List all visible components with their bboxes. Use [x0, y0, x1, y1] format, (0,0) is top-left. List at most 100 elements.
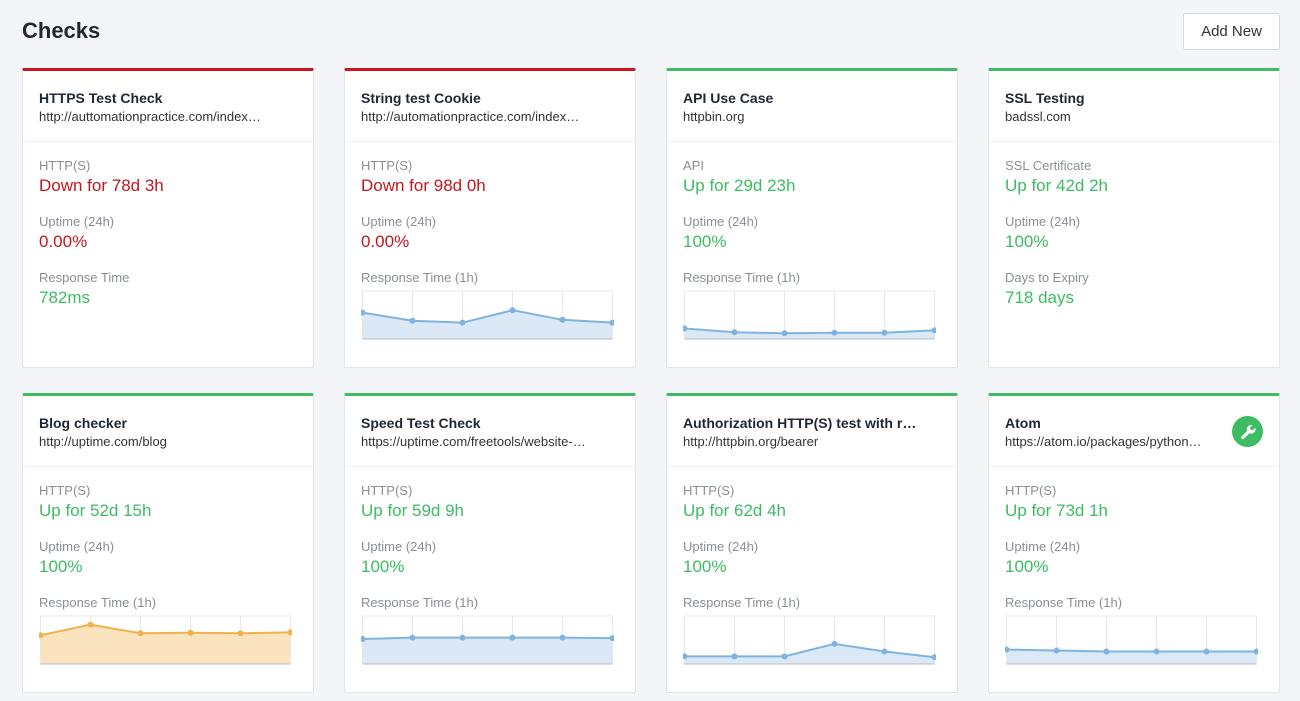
check-type-label: SSL Certificate — [1005, 158, 1092, 173]
check-url: httpbin.org — [683, 109, 745, 124]
check-name[interactable]: Authorization HTTP(S) test with regex — [683, 415, 923, 431]
response-time-chart — [39, 615, 292, 665]
uptime-label: Uptime (24h) — [1005, 539, 1081, 554]
chart-series-line — [1006, 648, 1257, 653]
maintenance-wrench-icon[interactable] — [1232, 416, 1263, 447]
uptime-label: Uptime (24h) — [39, 214, 115, 229]
card-body: SSL Certificate Up for 42d 2h Uptime (24… — [989, 142, 1279, 309]
response-time-chart — [683, 290, 936, 340]
chart-area — [1006, 649, 1257, 664]
chart-point — [731, 329, 738, 336]
chart-point — [361, 636, 366, 643]
chart-point — [459, 634, 466, 641]
card-body: HTTP(S) Up for 73d 1h Uptime (24h) 100% … — [989, 467, 1279, 666]
chart-point — [781, 330, 788, 337]
chart-point — [559, 316, 566, 323]
response-time-label: Response Time — [39, 270, 130, 285]
check-card-5[interactable]: Blog checker http://uptime.com/blog HTTP… — [22, 393, 314, 693]
check-name[interactable]: Blog checker — [39, 415, 127, 431]
check-url: https://uptime.com/freetools/website-… — [361, 434, 586, 449]
chart-point — [931, 654, 936, 661]
chart-point — [409, 634, 416, 641]
uptime-value: 100% — [1005, 232, 1049, 251]
check-card-2[interactable]: String test Cookie http://automationprac… — [344, 68, 636, 368]
check-name[interactable]: HTTPS Test Check — [39, 90, 163, 106]
check-type-label: HTTP(S) — [361, 483, 413, 498]
response-time-label: Response Time (1h) — [361, 270, 479, 285]
check-state: Up for 73d 1h — [1005, 501, 1109, 520]
check-card-7[interactable]: Authorization HTTP(S) test with regex ht… — [666, 393, 958, 693]
response-time-chart — [361, 290, 614, 340]
check-url: http://uptime.com/blog — [39, 434, 167, 449]
check-state: Up for 59d 9h — [361, 501, 465, 520]
check-name[interactable]: Speed Test Check — [361, 415, 481, 431]
card-header: Speed Test Check https://uptime.com/free… — [345, 396, 635, 467]
uptime-value: 100% — [683, 232, 727, 251]
card-header: Authorization HTTP(S) test with regex ht… — [667, 396, 957, 467]
check-card-8[interactable]: Atom https://atom.io/packages/python… HT… — [988, 393, 1280, 693]
card-body: HTTP(S) Up for 62d 4h Uptime (24h) 100% … — [667, 467, 957, 666]
chart-series-line — [684, 642, 935, 659]
response-time-chart — [361, 615, 614, 665]
uptime-value: 100% — [361, 557, 405, 576]
uptime-value: 100% — [39, 557, 83, 576]
chart-point — [831, 640, 838, 647]
uptime-value: 100% — [1005, 557, 1049, 576]
card-body: HTTP(S) Up for 59d 9h Uptime (24h) 100% … — [345, 467, 635, 666]
check-name[interactable]: SSL Testing — [1005, 90, 1085, 106]
card-header: HTTPS Test Check http://auttomationpract… — [23, 71, 313, 142]
chart-point — [1103, 648, 1110, 655]
uptime-value: 100% — [683, 557, 727, 576]
chart-point — [683, 653, 688, 660]
chart-area — [40, 624, 291, 664]
chart-point — [781, 653, 788, 660]
chart-point — [609, 319, 614, 326]
uptime-value: 0.00% — [39, 232, 88, 251]
check-url: https://atom.io/packages/python… — [1005, 434, 1202, 449]
check-name[interactable]: Atom — [1005, 415, 1041, 431]
response-time-label: Response Time (1h) — [361, 595, 479, 610]
check-name[interactable]: String test Cookie — [361, 90, 481, 106]
response-time-value: 718 days — [1005, 288, 1074, 307]
check-card-4[interactable]: SSL Testing badssl.com SSL Certificate U… — [988, 68, 1280, 368]
uptime-label: Uptime (24h) — [361, 214, 437, 229]
check-type-label: HTTP(S) — [683, 483, 735, 498]
chart-series-line — [362, 636, 613, 641]
chart-point — [361, 309, 366, 316]
page-title: Checks — [22, 18, 101, 43]
check-name[interactable]: API Use Case — [683, 90, 774, 106]
check-type-label: HTTP(S) — [39, 483, 91, 498]
chart-series-line — [362, 309, 613, 324]
card-header: API Use Case httpbin.org — [667, 71, 957, 142]
chart-point — [683, 325, 688, 332]
chart-point — [509, 634, 516, 641]
check-state: Up for 42d 2h — [1005, 176, 1109, 195]
check-card-6[interactable]: Speed Test Check https://uptime.com/free… — [344, 393, 636, 693]
chart-point — [831, 329, 838, 336]
chart-area — [362, 310, 613, 339]
chart-point — [87, 621, 94, 628]
check-type-label: API — [683, 158, 704, 173]
add-new-button[interactable]: Add New — [1183, 13, 1280, 50]
response-time-label: Response Time (1h) — [683, 595, 801, 610]
check-card-3[interactable]: API Use Case httpbin.org API Up for 29d … — [666, 68, 958, 368]
check-url: http://httpbin.org/bearer — [683, 434, 819, 449]
response-time-label: Response Time (1h) — [1005, 595, 1123, 610]
check-state: Down for 98d 0h — [361, 176, 486, 195]
card-body: HTTP(S) Up for 52d 15h Uptime (24h) 100%… — [23, 467, 313, 666]
uptime-label: Uptime (24h) — [361, 539, 437, 554]
chart-point — [731, 653, 738, 660]
check-type-label: HTTP(S) — [1005, 483, 1057, 498]
chart-point — [931, 327, 936, 334]
chart-point — [881, 648, 888, 655]
chart-point — [1203, 648, 1210, 655]
chart-point — [881, 329, 888, 336]
chart-point — [509, 307, 516, 314]
check-card-1[interactable]: HTTPS Test Check http://auttomationpract… — [22, 68, 314, 368]
uptime-label: Uptime (24h) — [683, 214, 759, 229]
check-state: Up for 29d 23h — [683, 176, 796, 195]
card-header: Atom https://atom.io/packages/python… — [989, 396, 1279, 467]
card-header: Blog checker http://uptime.com/blog — [23, 396, 313, 467]
chart-area — [684, 643, 935, 664]
card-header: SSL Testing badssl.com — [989, 71, 1279, 142]
